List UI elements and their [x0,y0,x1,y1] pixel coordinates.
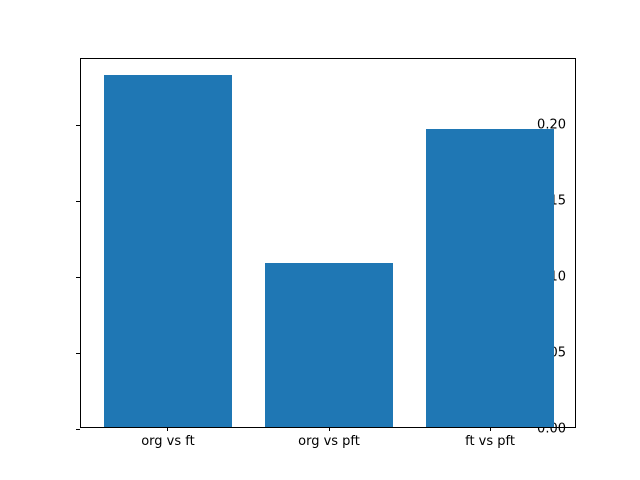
x-tick-mark [167,427,169,431]
bar-ft-vs-pft [425,129,555,427]
bar-org-vs-ft [103,74,233,427]
x-tick-label: org vs ft [141,434,195,449]
x-tick-label: ft vs pft [465,434,515,449]
x-tick-mark [328,427,330,431]
y-tick-mark [76,200,80,202]
x-tick-mark [489,427,491,431]
x-tick-label: org vs pft [298,434,360,449]
y-tick-mark [76,428,80,430]
y-tick-label: 0.20 [537,117,566,133]
y-tick-mark [76,352,80,354]
y-tick-mark [76,124,80,126]
y-tick-mark [76,276,80,278]
bar-org-vs-pft [264,262,394,427]
